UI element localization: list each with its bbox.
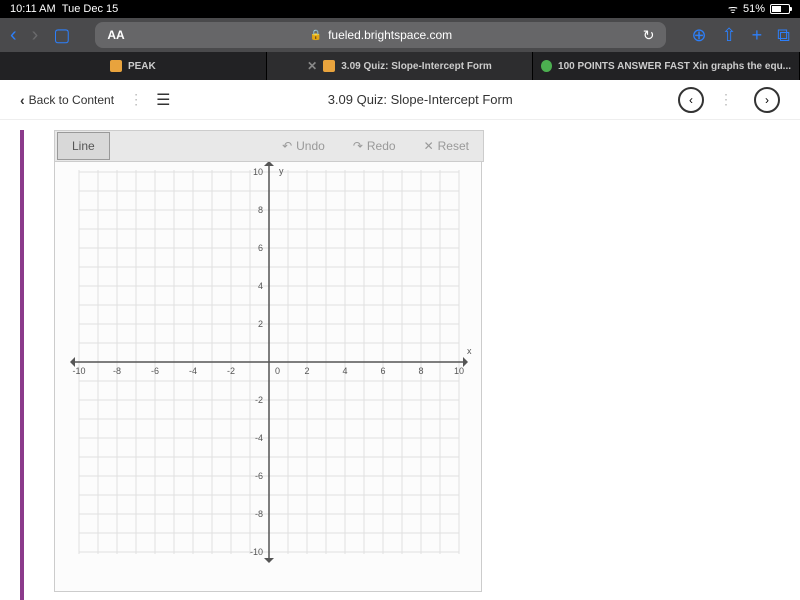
svg-text:4: 4 bbox=[258, 281, 263, 291]
svg-text:-8: -8 bbox=[113, 366, 121, 376]
redo-label: Redo bbox=[367, 139, 396, 153]
vertical-dots-icon[interactable]: ⋮ bbox=[129, 91, 141, 108]
graph-svg: -10-8-6-4-20246810-10-8-6-4-2246810xy bbox=[55, 162, 483, 592]
svg-text:8: 8 bbox=[258, 205, 263, 215]
download-icon[interactable]: ⊕ bbox=[691, 25, 706, 46]
battery-percent: 51% bbox=[743, 3, 765, 15]
svg-text:-4: -4 bbox=[255, 433, 263, 443]
next-page-button[interactable]: › bbox=[754, 87, 780, 113]
svg-text:0: 0 bbox=[275, 366, 280, 376]
share-icon[interactable]: ⇧ bbox=[722, 25, 737, 46]
lock-icon: 🔒 bbox=[310, 30, 322, 41]
reset-icon: ✕ bbox=[424, 139, 434, 153]
svg-text:-2: -2 bbox=[255, 395, 263, 405]
text-size-button[interactable]: AA bbox=[107, 28, 124, 42]
main-content: Line ↶ Undo ↷ Redo ✕ Reset -10 -8 -6 -4 -2 0 2… bbox=[0, 120, 800, 600]
svg-text:-6: -6 bbox=[151, 366, 159, 376]
undo-icon: ↶ bbox=[282, 139, 292, 153]
svg-text:-2: -2 bbox=[227, 366, 235, 376]
tabs-bar: PEAK ✕ 3.09 Quiz: Slope-Intercept Form 1… bbox=[0, 52, 800, 80]
page-title: 3.09 Quiz: Slope-Intercept Form bbox=[170, 92, 670, 107]
graph-toolbar: Line ↶ Undo ↷ Redo ✕ Reset bbox=[54, 130, 484, 162]
reset-button[interactable]: ✕ Reset bbox=[410, 133, 483, 159]
status-time-date: 10:11 AM Tue Dec 15 bbox=[10, 3, 118, 15]
svg-text:6: 6 bbox=[258, 243, 263, 253]
tab-quiz[interactable]: ✕ 3.09 Quiz: Slope-Intercept Form bbox=[267, 52, 534, 80]
undo-label: Undo bbox=[296, 139, 325, 153]
svg-text:10: 10 bbox=[454, 366, 464, 376]
redo-icon: ↷ bbox=[353, 139, 363, 153]
redo-button[interactable]: ↷ Redo bbox=[339, 133, 410, 159]
back-label: Back to Content bbox=[29, 93, 114, 107]
back-arrow[interactable]: ‹ bbox=[10, 24, 17, 47]
reset-label: Reset bbox=[438, 139, 469, 153]
tab-icon bbox=[541, 60, 552, 72]
svg-text:10: 10 bbox=[253, 167, 263, 177]
svg-text:-4: -4 bbox=[189, 366, 197, 376]
tab-label: PEAK bbox=[128, 61, 156, 72]
content-header: ‹ Back to Content ⋮ ☰ 3.09 Quiz: Slope-I… bbox=[0, 80, 800, 120]
back-to-content-link[interactable]: ‹ Back to Content bbox=[20, 92, 114, 108]
url-text: fueled.brightspace.com bbox=[328, 28, 452, 42]
svg-text:y: y bbox=[279, 166, 284, 176]
vertical-dots-icon[interactable]: ⋮ bbox=[719, 91, 731, 108]
svg-text:2: 2 bbox=[258, 319, 263, 329]
safari-toolbar: ‹ › ▢ AA 🔒 fueled.brightspace.com ↻ ⊕ ⇧ … bbox=[0, 18, 800, 52]
svg-text:6: 6 bbox=[380, 366, 385, 376]
line-tool-button[interactable]: Line bbox=[57, 132, 110, 160]
battery-icon bbox=[770, 4, 790, 14]
graph-widget: Line ↶ Undo ↷ Redo ✕ Reset -10 -8 -6 -4 -2 0 2… bbox=[54, 130, 484, 600]
svg-text:x: x bbox=[467, 346, 472, 356]
tab-icon bbox=[110, 60, 122, 72]
reload-icon[interactable]: ↻ bbox=[643, 27, 655, 44]
graph-canvas[interactable]: -10-8-6-4-20246810-10-8-6-4-2246810xy bbox=[54, 162, 482, 592]
tab-answer[interactable]: 100 POINTS ANSWER FAST Xin graphs the eq… bbox=[533, 52, 800, 80]
tab-icon bbox=[323, 60, 335, 72]
svg-text:-10: -10 bbox=[250, 547, 263, 557]
svg-text:4: 4 bbox=[342, 366, 347, 376]
svg-text:-8: -8 bbox=[255, 509, 263, 519]
new-tab-icon[interactable]: + bbox=[752, 25, 763, 46]
svg-text:-10: -10 bbox=[72, 366, 85, 376]
wifi-icon: ᯤ bbox=[728, 2, 738, 17]
accent-bar bbox=[20, 130, 24, 600]
tab-peak[interactable]: PEAK bbox=[0, 52, 267, 80]
undo-button[interactable]: ↶ Undo bbox=[268, 133, 339, 159]
tab-label: 3.09 Quiz: Slope-Intercept Form bbox=[341, 61, 492, 72]
prev-page-button[interactable]: ‹ bbox=[678, 87, 704, 113]
forward-arrow[interactable]: › bbox=[32, 24, 39, 47]
status-right: ᯤ 51% bbox=[728, 2, 790, 17]
url-bar[interactable]: AA 🔒 fueled.brightspace.com ↻ bbox=[95, 22, 666, 48]
svg-text:-6: -6 bbox=[255, 471, 263, 481]
close-icon[interactable]: ✕ bbox=[307, 59, 317, 73]
svg-text:2: 2 bbox=[304, 366, 309, 376]
tabs-icon[interactable]: ⧉ bbox=[777, 25, 790, 46]
svg-text:8: 8 bbox=[418, 366, 423, 376]
ios-status-bar: 10:11 AM Tue Dec 15 ᯤ 51% bbox=[0, 0, 800, 18]
hamburger-icon[interactable]: ☰ bbox=[156, 90, 170, 110]
tab-label: 100 POINTS ANSWER FAST Xin graphs the eq… bbox=[558, 61, 791, 72]
chevron-left-icon: ‹ bbox=[20, 92, 25, 108]
bookmarks-icon[interactable]: ▢ bbox=[53, 25, 70, 46]
